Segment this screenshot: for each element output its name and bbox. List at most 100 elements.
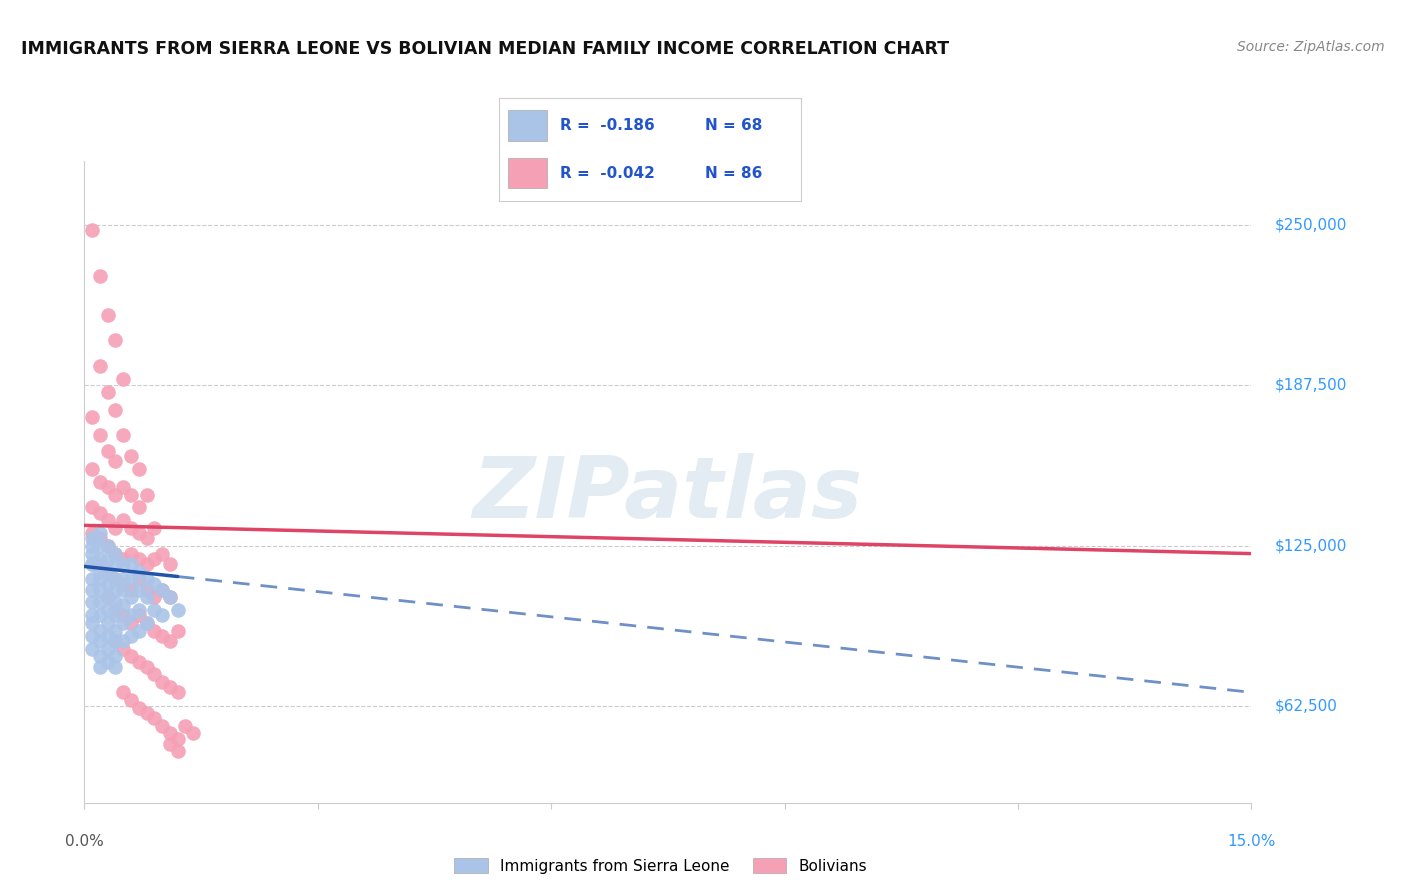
- Text: $62,500: $62,500: [1275, 699, 1337, 714]
- Point: [128, 462, 150, 476]
- Point: [143, 577, 166, 591]
- Point: [181, 726, 204, 740]
- Point: [104, 557, 127, 571]
- Text: N = 86: N = 86: [704, 166, 762, 180]
- Point: [150, 582, 173, 597]
- Point: [97, 539, 120, 553]
- Point: [82, 410, 104, 425]
- Point: [143, 667, 166, 681]
- Point: [89, 634, 111, 648]
- Point: [135, 615, 157, 630]
- Point: [150, 582, 173, 597]
- Point: [89, 595, 111, 609]
- Point: [159, 557, 181, 571]
- Point: [82, 572, 104, 586]
- Point: [159, 737, 181, 751]
- Point: [89, 428, 111, 442]
- Point: [150, 547, 173, 561]
- Bar: [508, 111, 547, 141]
- Point: [82, 223, 104, 237]
- Point: [112, 513, 135, 527]
- Point: [104, 634, 127, 648]
- Point: [112, 572, 135, 586]
- Point: [112, 428, 135, 442]
- Point: [89, 475, 111, 489]
- Point: [128, 565, 150, 579]
- Point: [128, 572, 150, 586]
- Point: [104, 454, 127, 468]
- Point: [150, 719, 173, 733]
- Point: [135, 572, 157, 586]
- Point: [112, 582, 135, 597]
- Point: [82, 500, 104, 515]
- Point: [82, 539, 104, 553]
- Point: [120, 649, 142, 664]
- Point: [89, 624, 111, 638]
- Point: [135, 659, 157, 673]
- Point: [89, 526, 111, 541]
- Point: [82, 557, 104, 571]
- Point: [112, 372, 135, 386]
- Point: [97, 565, 120, 579]
- Text: 15.0%: 15.0%: [1227, 834, 1275, 848]
- Text: 0.0%: 0.0%: [65, 834, 104, 848]
- Legend: Immigrants from Sierra Leone, Bolivians: Immigrants from Sierra Leone, Bolivians: [449, 852, 873, 880]
- Point: [89, 539, 111, 553]
- Point: [97, 655, 120, 669]
- Point: [112, 615, 135, 630]
- Point: [97, 443, 120, 458]
- Point: [128, 700, 150, 714]
- Text: $187,500: $187,500: [1275, 378, 1347, 392]
- Point: [135, 557, 157, 571]
- Point: [150, 629, 173, 643]
- Point: [120, 582, 142, 597]
- Point: [143, 624, 166, 638]
- Point: [104, 595, 127, 609]
- Point: [104, 659, 127, 673]
- Text: ZIPatlas: ZIPatlas: [472, 453, 863, 536]
- Point: [97, 513, 120, 527]
- Point: [112, 634, 135, 648]
- Point: [89, 269, 111, 284]
- Point: [166, 624, 188, 638]
- Point: [82, 629, 104, 643]
- Point: [135, 582, 157, 597]
- Point: [89, 531, 111, 545]
- Point: [112, 551, 135, 566]
- Point: [104, 649, 127, 664]
- Point: [135, 706, 157, 720]
- Point: [89, 565, 111, 579]
- Point: [143, 521, 166, 535]
- Point: [143, 591, 166, 605]
- Point: [143, 551, 166, 566]
- Point: [143, 603, 166, 617]
- Point: [135, 615, 157, 630]
- Point: [97, 577, 120, 591]
- Point: [97, 629, 120, 643]
- Point: [82, 557, 104, 571]
- Point: [120, 591, 142, 605]
- Point: [89, 649, 111, 664]
- Point: [112, 641, 135, 656]
- Point: [135, 487, 157, 501]
- Point: [82, 615, 104, 630]
- Point: [89, 572, 111, 586]
- Point: [82, 641, 104, 656]
- Point: [89, 557, 111, 571]
- Point: [97, 615, 120, 630]
- Point: [97, 565, 120, 579]
- Point: [89, 608, 111, 623]
- Point: [82, 582, 104, 597]
- Text: IMMIGRANTS FROM SIERRA LEONE VS BOLIVIAN MEDIAN FAMILY INCOME CORRELATION CHART: IMMIGRANTS FROM SIERRA LEONE VS BOLIVIAN…: [21, 40, 949, 58]
- Point: [135, 531, 157, 545]
- Point: [104, 603, 127, 617]
- Point: [120, 629, 142, 643]
- Point: [104, 624, 127, 638]
- Point: [128, 582, 150, 597]
- Point: [82, 531, 104, 545]
- Point: [112, 685, 135, 699]
- Point: [143, 711, 166, 725]
- Point: [120, 608, 142, 623]
- Point: [120, 557, 142, 571]
- Point: [97, 539, 120, 553]
